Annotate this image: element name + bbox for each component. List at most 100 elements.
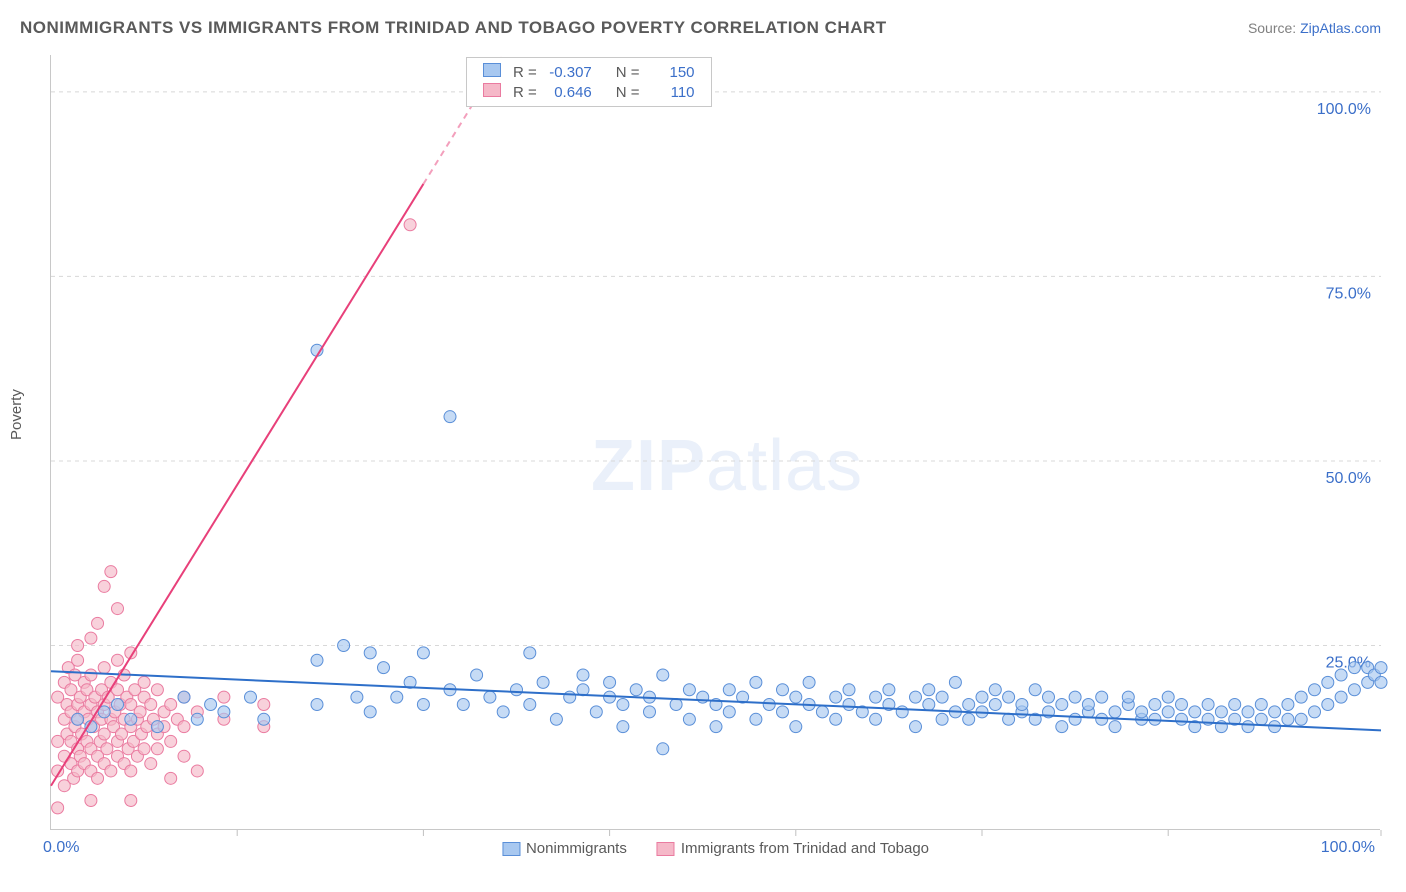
scatter-point [923, 684, 935, 696]
scatter-point [777, 684, 789, 696]
scatter-point [191, 765, 203, 777]
scatter-point [1335, 669, 1347, 681]
scatter-point [617, 721, 629, 733]
scatter-point [205, 699, 217, 711]
scatter-point [1348, 684, 1360, 696]
scatter-point [1043, 691, 1055, 703]
scatter-point [151, 743, 163, 755]
scatter-point [125, 794, 137, 806]
scatter-point [178, 721, 190, 733]
scatter-point [657, 743, 669, 755]
scatter-point [617, 699, 629, 711]
scatter-point [85, 632, 97, 644]
stats-row: R =-0.307N =150 [477, 62, 701, 82]
scatter-point [1335, 691, 1347, 703]
scatter-point [830, 713, 842, 725]
scatter-point [85, 669, 97, 681]
scatter-point [1202, 699, 1214, 711]
scatter-point [165, 735, 177, 747]
legend-item: Immigrants from Trinidad and Tobago [657, 840, 929, 857]
scatter-point [790, 721, 802, 733]
scatter-point [1229, 699, 1241, 711]
scatter-point [750, 713, 762, 725]
legend: Nonimmigrants Immigrants from Trinidad an… [502, 840, 929, 857]
scatter-point [1003, 691, 1015, 703]
scatter-point [1255, 713, 1267, 725]
scatter-point [1069, 713, 1081, 725]
y-axis-label: Poverty [8, 389, 25, 440]
scatter-point [417, 647, 429, 659]
scatter-point [1149, 699, 1161, 711]
scatter-point [92, 772, 104, 784]
scatter-point [910, 721, 922, 733]
stats-swatch [483, 63, 501, 77]
scatter-point [657, 669, 669, 681]
scatter-point [577, 669, 589, 681]
scatter-point [178, 750, 190, 762]
scatter-point [1375, 676, 1387, 688]
scatter-point [949, 676, 961, 688]
stats-r-value: -0.307 [543, 62, 598, 82]
scatter-point [1016, 699, 1028, 711]
scatter-point [105, 566, 117, 578]
scatter-point [1309, 706, 1321, 718]
legend-item: Nonimmigrants [502, 840, 627, 857]
scatter-point [1348, 662, 1360, 674]
scatter-point [1295, 691, 1307, 703]
scatter-point [151, 684, 163, 696]
scatter-point [245, 691, 257, 703]
scatter-point [1189, 706, 1201, 718]
scatter-point [1215, 706, 1227, 718]
scatter-point [1176, 699, 1188, 711]
scatter-point [830, 691, 842, 703]
scatter-point [497, 706, 509, 718]
source-attribution: Source: ZipAtlas.com [1248, 20, 1381, 36]
scatter-point [311, 699, 323, 711]
scatter-point [963, 699, 975, 711]
legend-swatch [657, 842, 675, 856]
scatter-point [843, 699, 855, 711]
scatter-point [112, 603, 124, 615]
scatter-point [763, 699, 775, 711]
scatter-point [92, 617, 104, 629]
scatter-point [151, 721, 163, 733]
scatter-point [723, 706, 735, 718]
scatter-point [843, 684, 855, 696]
scatter-point [417, 699, 429, 711]
scatter-point [145, 758, 157, 770]
scatter-point [258, 699, 270, 711]
legend-swatch [502, 842, 520, 856]
scatter-point [145, 699, 157, 711]
scatter-point [564, 691, 576, 703]
stats-n-label: N = [598, 82, 646, 102]
scatter-point [750, 676, 762, 688]
scatter-point [896, 706, 908, 718]
scatter-point [1309, 684, 1321, 696]
y-axis-tick-label: 50.0% [1326, 470, 1371, 487]
scatter-point [511, 684, 523, 696]
source-link[interactable]: ZipAtlas.com [1300, 20, 1381, 36]
scatter-point [484, 691, 496, 703]
x-axis-tick-max: 100.0% [1321, 839, 1375, 857]
stats-r-value: 0.646 [543, 82, 598, 102]
scatter-point [604, 676, 616, 688]
scatter-point [471, 669, 483, 681]
scatter-point [218, 706, 230, 718]
y-axis-tick-label: 100.0% [1317, 101, 1371, 118]
scatter-point [85, 794, 97, 806]
y-axis-tick-label: 75.0% [1326, 285, 1371, 302]
stats-r-label: R = [507, 62, 543, 82]
scatter-point [1295, 713, 1307, 725]
scatter-point [1269, 706, 1281, 718]
stats-n-value: 110 [646, 82, 701, 102]
scatter-point [1322, 676, 1334, 688]
scatter-point [1322, 699, 1334, 711]
x-axis-tick-min: 0.0% [43, 839, 79, 857]
scatter-point [816, 706, 828, 718]
scatter-point [178, 691, 190, 703]
scatter-point [870, 691, 882, 703]
stats-n-label: N = [598, 62, 646, 82]
scatter-point [258, 713, 270, 725]
scatter-point [723, 684, 735, 696]
scatter-point [1003, 713, 1015, 725]
